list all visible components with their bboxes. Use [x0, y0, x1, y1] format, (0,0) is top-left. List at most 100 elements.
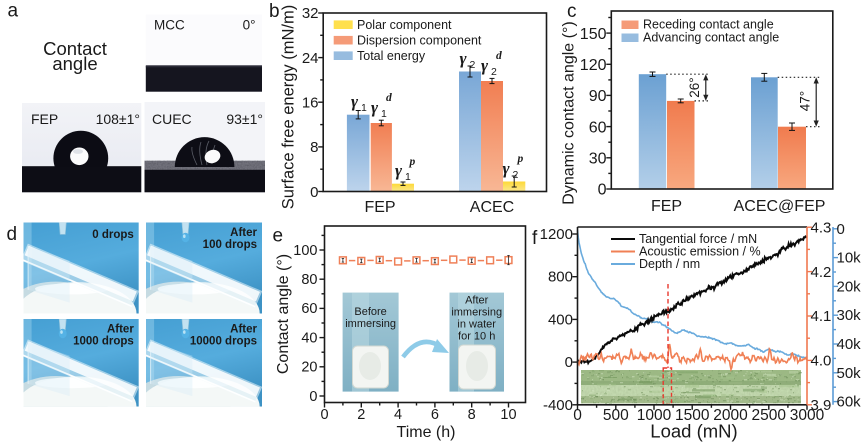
svg-text:3000: 3000 [790, 407, 825, 424]
svg-text:γ: γ [395, 161, 403, 180]
svg-text:60: 60 [589, 119, 607, 136]
svg-text:After: After [465, 295, 489, 307]
svg-text:16: 16 [302, 95, 319, 112]
svg-text:4.0: 4.0 [811, 353, 832, 370]
svg-text:γ: γ [351, 92, 359, 111]
svg-text:0: 0 [310, 184, 318, 201]
svg-text:After: After [230, 227, 257, 239]
svg-text:1200: 1200 [540, 226, 573, 243]
svg-text:FEP: FEP [651, 198, 682, 215]
svg-text:p: p [517, 153, 524, 165]
svg-text:60: 60 [301, 301, 317, 317]
svg-text:Dispersion component: Dispersion component [357, 34, 482, 48]
svg-text:40: 40 [301, 330, 317, 346]
svg-text:4: 4 [394, 407, 402, 423]
svg-text:100 drops: 100 drops [203, 239, 257, 251]
svg-text:20: 20 [301, 360, 317, 376]
svg-text:d: d [496, 50, 502, 62]
svg-text:1: 1 [361, 102, 367, 114]
svg-text:b: b [269, 1, 280, 22]
svg-text:Dynamic contact angle (°): Dynamic contact angle (°) [561, 21, 578, 204]
svg-text:Advancing contact angle: Advancing contact angle [643, 30, 779, 44]
svg-text:Contact angle (°): Contact angle (°) [275, 254, 292, 374]
svg-text:90: 90 [589, 88, 607, 105]
svg-text:1000 drops: 1000 drops [73, 336, 134, 348]
svg-text:30: 30 [589, 151, 607, 168]
svg-text:immersing: immersing [451, 307, 502, 319]
svg-text:Load (mN): Load (mN) [650, 421, 737, 442]
svg-text:10k: 10k [837, 250, 862, 267]
svg-text:30k: 30k [837, 307, 862, 324]
svg-text:a: a [8, 1, 19, 22]
svg-text:1: 1 [381, 108, 387, 120]
svg-text:γ: γ [503, 159, 511, 178]
svg-text:2000: 2000 [713, 407, 748, 424]
svg-text:Time (h): Time (h) [397, 424, 456, 441]
svg-text:4.3: 4.3 [811, 219, 832, 236]
svg-text:10000 drops: 10000 drops [190, 336, 257, 348]
svg-text:Contact: Contact [43, 38, 107, 59]
svg-text:24: 24 [302, 50, 319, 67]
svg-text:1000: 1000 [637, 407, 672, 424]
svg-text:0°: 0° [243, 18, 256, 33]
svg-text:CUEC: CUEC [152, 111, 192, 127]
svg-text:0: 0 [837, 221, 845, 238]
svg-text:e: e [273, 226, 284, 247]
svg-text:108±1°: 108±1° [96, 111, 140, 127]
svg-text:d: d [386, 92, 392, 104]
svg-text:100: 100 [293, 243, 317, 259]
svg-text:in water: in water [457, 319, 496, 331]
svg-text:c: c [567, 1, 577, 22]
svg-text:4.2: 4.2 [811, 264, 832, 281]
svg-text:8: 8 [468, 407, 476, 423]
svg-text:γ: γ [460, 49, 468, 68]
svg-text:angle: angle [52, 53, 97, 74]
svg-text:0: 0 [573, 407, 582, 424]
svg-text:immersing: immersing [345, 318, 396, 330]
svg-text:2: 2 [470, 59, 476, 71]
svg-text:After: After [107, 324, 134, 336]
svg-text:Polar component: Polar component [357, 18, 452, 32]
svg-text:Tangential force / mN: Tangential force / mN [639, 232, 757, 246]
svg-text:40k: 40k [837, 336, 862, 353]
svg-text:800: 800 [548, 269, 573, 286]
svg-text:47°: 47° [798, 91, 813, 111]
svg-text:1500: 1500 [675, 407, 710, 424]
svg-text:f: f [532, 228, 538, 249]
svg-text:2500: 2500 [752, 407, 787, 424]
svg-text:p: p [409, 156, 416, 168]
svg-text:After: After [230, 324, 257, 336]
svg-text:400: 400 [548, 311, 573, 328]
svg-text:6: 6 [431, 407, 439, 423]
svg-text:8: 8 [310, 139, 318, 156]
svg-text:60k: 60k [837, 394, 862, 411]
svg-text:FEP: FEP [364, 199, 395, 216]
svg-text:0: 0 [565, 354, 573, 371]
svg-text:Surface free energy (mN/m): Surface free energy (mN/m) [280, 5, 298, 209]
svg-text:120: 120 [580, 57, 607, 74]
svg-text:10: 10 [500, 407, 516, 423]
svg-text:Before: Before [354, 306, 386, 318]
svg-text:80: 80 [301, 272, 317, 288]
svg-text:0 drops: 0 drops [92, 229, 134, 241]
svg-text:32: 32 [302, 5, 319, 22]
svg-text:0: 0 [598, 182, 607, 199]
svg-text:1: 1 [405, 171, 411, 183]
svg-text:500: 500 [603, 407, 629, 424]
svg-text:MCC: MCC [154, 18, 185, 33]
svg-text:Depth / nm: Depth / nm [639, 257, 700, 271]
svg-text:26°: 26° [687, 77, 702, 97]
svg-text:Acoustic emission / %: Acoustic emission / % [639, 245, 761, 259]
svg-text:93±1°: 93±1° [226, 111, 263, 127]
svg-text:Receding contact angle: Receding contact angle [643, 17, 774, 31]
svg-text:-400: -400 [543, 397, 573, 414]
svg-text:for 10 h: for 10 h [458, 331, 495, 343]
svg-text:2: 2 [513, 169, 519, 181]
svg-text:γ: γ [481, 56, 489, 75]
svg-text:0: 0 [320, 407, 328, 423]
svg-text:4.1: 4.1 [811, 308, 832, 325]
svg-text:50k: 50k [837, 365, 862, 382]
svg-text:3.9: 3.9 [811, 397, 832, 414]
svg-text:2: 2 [491, 66, 497, 78]
svg-text:150: 150 [580, 26, 607, 43]
